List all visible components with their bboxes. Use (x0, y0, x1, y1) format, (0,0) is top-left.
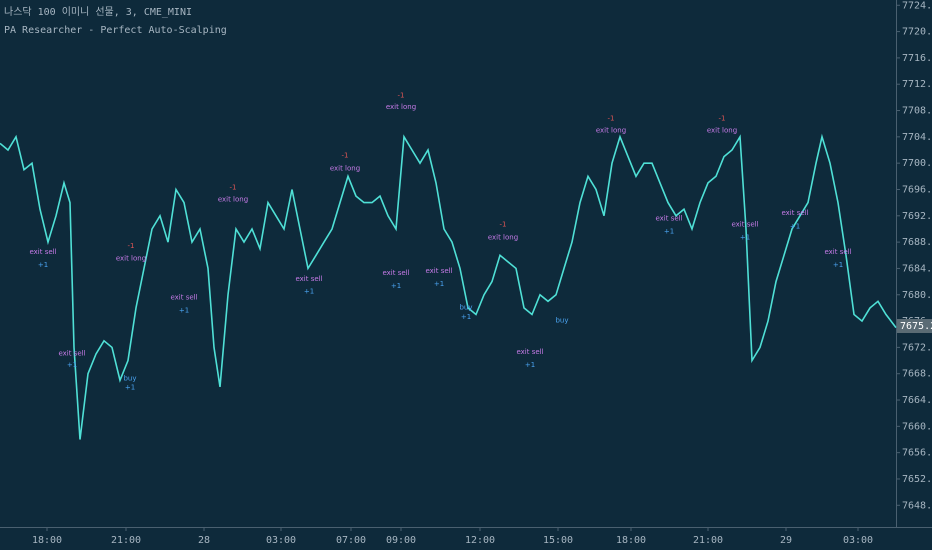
y-tick-label: 7708.00 (902, 106, 932, 117)
signal-label: +1 (179, 307, 189, 315)
x-tick-label: 21:00 (693, 535, 723, 546)
y-tick-label: 7672.00 (902, 342, 932, 353)
y-tick-label: 7680.00 (902, 290, 932, 301)
x-tick-label: 03:00 (266, 535, 296, 546)
y-tick-label: 7668.00 (902, 369, 932, 380)
signal-label: +1 (790, 222, 800, 230)
y-tick-label: 7692.00 (902, 211, 932, 222)
signal-label: -1 (719, 114, 726, 122)
signal-label: +1 (525, 361, 535, 369)
x-tick-label: 12:00 (465, 535, 495, 546)
signal-label: -1 (398, 91, 405, 99)
y-tick-label: 7684.00 (902, 263, 932, 274)
signal-label: exit sell (58, 349, 85, 357)
signal-label: exit sell (425, 267, 452, 275)
x-tick-label: 18:00 (616, 535, 646, 546)
x-tick-label: 21:00 (111, 535, 141, 546)
signal-label: exit long (707, 126, 737, 134)
signal-label: +1 (461, 313, 471, 321)
y-tick-label: 7664.00 (902, 395, 932, 406)
signal-label: exit sell (731, 220, 758, 228)
y-tick-label: 7720.00 (902, 27, 932, 38)
signal-label: exit long (596, 126, 626, 134)
last-price-box (897, 319, 932, 334)
signal-label: exit sell (170, 293, 197, 301)
x-tick-label: 03:00 (843, 535, 873, 546)
chart-subtitle: PA Researcher - Perfect Auto-Scalping (4, 25, 227, 36)
signal-label: -1 (608, 114, 615, 122)
y-tick-label: 7704.00 (902, 132, 932, 143)
signal-label: exit sell (824, 248, 851, 256)
signal-label: exit sell (781, 209, 808, 217)
signal-label: exit sell (382, 269, 409, 277)
x-tick-label: 29 (780, 535, 792, 546)
signal-label: exit sell (29, 248, 56, 256)
signal-label: -1 (230, 184, 237, 192)
signal-label: buy (555, 316, 568, 324)
signal-label: exit sell (516, 348, 543, 356)
x-tick-label: 15:00 (543, 535, 573, 546)
x-tick-label: 09:00 (386, 535, 416, 546)
signal-label: +1 (664, 228, 674, 236)
signal-label: +1 (391, 282, 401, 290)
signal-label: exit long (330, 164, 360, 172)
y-tick-label: 7696.00 (902, 184, 932, 195)
y-tick-label: 7656.00 (902, 448, 932, 459)
signal-label: +1 (304, 287, 314, 295)
y-tick-label: 7688.00 (902, 237, 932, 248)
x-tick-label: 28 (198, 535, 210, 546)
y-tick-label: 7648.00 (902, 500, 932, 511)
signal-label: +1 (434, 280, 444, 288)
signal-label: buy (123, 374, 136, 382)
signal-label: +1 (833, 261, 843, 269)
last-price-label: 7675.25 (900, 321, 932, 332)
signal-label: exit sell (295, 275, 322, 283)
y-tick-label: 7724.00 (902, 0, 932, 11)
price-line (0, 133, 897, 440)
signal-label: -1 (500, 220, 507, 228)
signal-label: exit long (386, 103, 416, 111)
y-tick-label: 7660.00 (902, 421, 932, 432)
x-tick-label: 07:00 (336, 535, 366, 546)
signal-label: +1 (38, 261, 48, 269)
signal-label: buy (459, 303, 472, 311)
signal-label: exit long (488, 234, 518, 242)
signal-label: -1 (342, 151, 349, 159)
signal-label: -1 (128, 242, 135, 250)
y-tick-label: 7712.00 (902, 79, 932, 90)
y-tick-label: 7652.00 (902, 474, 932, 485)
signal-label: exit sell (655, 214, 682, 222)
chart-title: 나스닥 100 이미니 선물, 3, CME_MINI (4, 6, 192, 18)
y-tick-label: 7716.00 (902, 53, 932, 64)
signal-label: exit long (218, 195, 248, 203)
x-tick-label: 18:00 (32, 535, 62, 546)
signal-label: +1 (125, 384, 135, 392)
signal-label: +1 (740, 234, 750, 242)
signal-label: +1 (67, 361, 77, 369)
signal-label: exit long (116, 255, 146, 263)
y-tick-label: 7700.00 (902, 158, 932, 169)
